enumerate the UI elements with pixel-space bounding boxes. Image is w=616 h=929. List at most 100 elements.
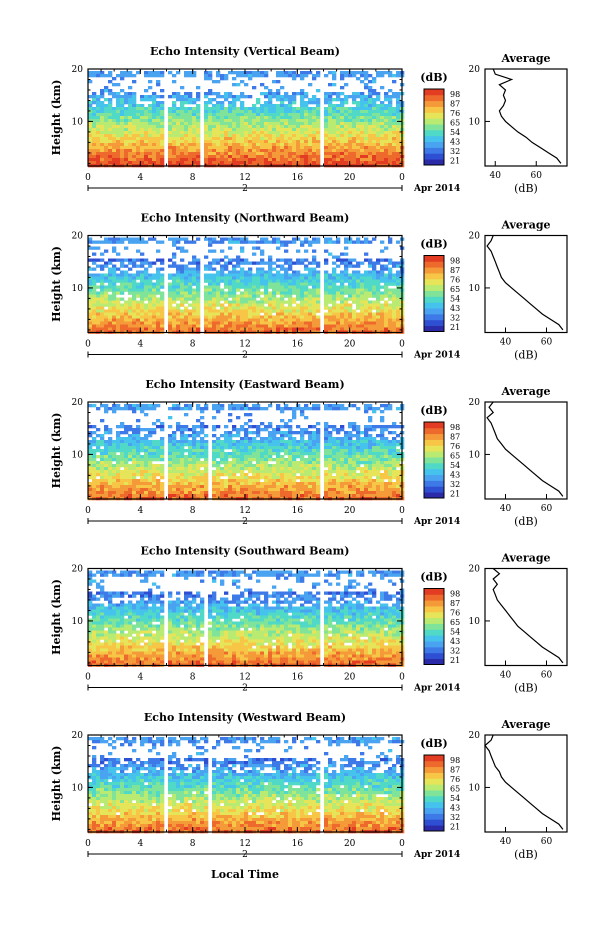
colorbar-unit: (dB) bbox=[420, 737, 447, 750]
profile-title: Average bbox=[500, 52, 550, 65]
colorbar-frame bbox=[423, 421, 445, 499]
panel-title: Echo Intensity (Northward Beam) bbox=[141, 212, 350, 225]
colorbar-segment bbox=[424, 652, 444, 660]
x-tick-label: 0 bbox=[399, 673, 405, 683]
colorbar-tick-label: 76 bbox=[450, 109, 460, 118]
colorbar-segment bbox=[424, 778, 444, 785]
day-marker-label: 2 bbox=[242, 517, 248, 527]
x-tick-label: 4 bbox=[137, 506, 143, 516]
global-x-axis-label: Local Time bbox=[211, 868, 279, 881]
y-axis-label: Height (km) bbox=[50, 80, 63, 156]
profile-x-tick-label: 40 bbox=[490, 171, 502, 181]
profile-panel: Average 40 60 10 20 (dB) bbox=[469, 385, 568, 528]
profile-line bbox=[486, 235, 564, 331]
x-tick-label: 16 bbox=[292, 673, 304, 683]
colorbar-unit: (dB) bbox=[420, 404, 447, 417]
colorbar-segment bbox=[424, 635, 444, 642]
panel-title: Echo Intensity (Westward Beam) bbox=[144, 711, 346, 724]
heatmap-cells bbox=[88, 71, 405, 168]
colorbar-tick-label: 32 bbox=[450, 480, 460, 489]
x-tick-label: 12 bbox=[239, 506, 250, 516]
colorbar-segment bbox=[424, 617, 444, 624]
x-tick-label: 16 bbox=[292, 506, 304, 516]
colorbar-tick-label: 76 bbox=[450, 775, 460, 784]
colorbar-segment bbox=[424, 112, 444, 119]
colorbar-tick-label: 54 bbox=[450, 128, 460, 137]
profile-frame bbox=[484, 401, 568, 500]
x-tick-label: 12 bbox=[239, 340, 250, 350]
colorbar-segment bbox=[424, 135, 444, 143]
profile-x-axis-label: (dB) bbox=[514, 848, 538, 861]
colorbar-segment bbox=[424, 462, 444, 470]
profile-title: Average bbox=[500, 219, 550, 232]
colorbar-tick-label: 43 bbox=[450, 803, 460, 812]
panel-1: Echo Intensity (Vertical Beam) 0 4 8 12 16 20 0… bbox=[50, 45, 568, 195]
colorbar-unit: (dB) bbox=[420, 571, 447, 584]
colorbar-segment bbox=[424, 141, 444, 148]
colorbar-tick-label: 98 bbox=[450, 90, 460, 99]
heatmap-cells bbox=[88, 570, 405, 667]
colorbar-segment bbox=[424, 273, 444, 280]
colorbar-segment bbox=[424, 308, 444, 315]
profile-frame bbox=[484, 734, 568, 833]
profile-x-tick-label: 60 bbox=[541, 671, 553, 681]
x-tick-label: 0 bbox=[399, 839, 405, 849]
colorbar-tick-label: 87 bbox=[450, 266, 460, 275]
profile-panel: Average 40 60 10 20 (dB) bbox=[469, 52, 568, 195]
profile-x-axis-label: (dB) bbox=[514, 349, 538, 362]
profile-y-tick-label: 10 bbox=[469, 450, 481, 460]
colorbar-segment bbox=[424, 641, 444, 648]
x-tick-label: 16 bbox=[292, 173, 304, 183]
colorbar-segment bbox=[424, 89, 444, 96]
date-label: Apr 2014 bbox=[413, 684, 460, 694]
profile-title: Average bbox=[500, 718, 550, 731]
x-tick-label: 8 bbox=[190, 506, 196, 516]
colorbar-segment bbox=[424, 325, 444, 332]
day-marker-label: 2 bbox=[242, 351, 248, 361]
colorbar-segment bbox=[424, 319, 444, 327]
colorbar-tick-label: 21 bbox=[450, 822, 460, 831]
x-tick-label: 8 bbox=[190, 839, 196, 849]
y-tick-label: 10 bbox=[72, 783, 84, 793]
profile-y-tick-label: 20 bbox=[469, 65, 481, 75]
colorbar-tick-label: 21 bbox=[450, 656, 460, 665]
date-label: Apr 2014 bbox=[413, 517, 460, 527]
heatmap-cells bbox=[88, 737, 405, 834]
colorbar-segment bbox=[424, 313, 444, 321]
colorbar-frame bbox=[423, 88, 445, 166]
x-tick-label: 0 bbox=[85, 173, 91, 183]
x-tick-label: 20 bbox=[344, 340, 356, 350]
colorbar-tick-label: 98 bbox=[450, 589, 460, 598]
profile-title: Average bbox=[500, 385, 550, 398]
profile-x-axis-label: (dB) bbox=[514, 515, 538, 528]
x-tick-label: 20 bbox=[344, 839, 356, 849]
panel-title: Echo Intensity (Vertical Beam) bbox=[150, 45, 340, 58]
profile-x-tick-label: 40 bbox=[500, 837, 512, 847]
colorbar-segment bbox=[424, 457, 444, 464]
y-axis-label: Height (km) bbox=[50, 746, 63, 822]
colorbar-segment bbox=[424, 755, 444, 762]
colorbar-tick-label: 54 bbox=[450, 627, 460, 636]
x-tick-label: 0 bbox=[85, 839, 91, 849]
colorbar-segment bbox=[424, 594, 444, 601]
profile-frame bbox=[484, 234, 568, 334]
colorbar-segment bbox=[424, 433, 444, 440]
colorbar-tick-label: 43 bbox=[450, 137, 460, 146]
x-tick-label: 4 bbox=[137, 340, 143, 350]
colorbar-segment bbox=[424, 439, 444, 446]
colorbar-segment bbox=[424, 427, 444, 435]
profile-frame bbox=[484, 68, 568, 167]
colorbar-segment bbox=[424, 486, 444, 493]
x-tick-label: 0 bbox=[85, 673, 91, 683]
profile-frame bbox=[484, 567, 568, 667]
colorbar-segment bbox=[424, 468, 444, 476]
colorbar-tick-label: 98 bbox=[450, 256, 460, 265]
colorbar-tick-label: 98 bbox=[450, 756, 460, 765]
colorbar-tick-label: 54 bbox=[450, 461, 460, 470]
colorbar-tick-label: 21 bbox=[450, 489, 460, 498]
colorbar-segment bbox=[424, 451, 444, 458]
